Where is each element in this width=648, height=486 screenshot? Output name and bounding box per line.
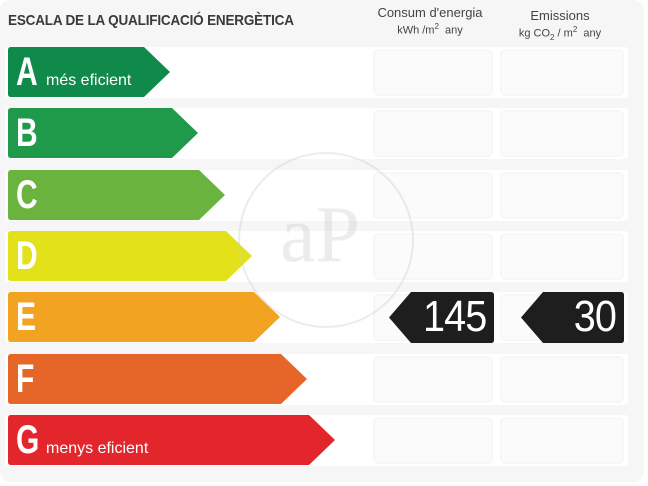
class-letter: D [16, 234, 38, 278]
class-letter: A [16, 50, 38, 94]
consum-rating-tag: 145 [389, 292, 494, 343]
class-arrow-d: D [8, 231, 252, 281]
scale-title: ESCALA DE LA QUALIFICACIÓ ENERGÈTICA [8, 12, 294, 29]
emissions-rating-tag: 30 [521, 292, 624, 343]
consum-unit: kWh /m2 any [397, 22, 463, 37]
class-arrow-e: E [8, 292, 280, 342]
emissions-cell [500, 110, 624, 157]
emissions-label: Emissions [530, 8, 590, 23]
class-arrow-f: F [8, 354, 307, 404]
consum-cell [373, 49, 493, 96]
consum-rating-tag-value: 145 [422, 292, 487, 341]
class-letter: E [16, 295, 37, 339]
consum-cell [373, 356, 493, 403]
consum-column-header: Consum d'energia kWh /m2 any [370, 5, 490, 38]
consum-cell [373, 110, 493, 157]
class-arrow-b: B [8, 108, 198, 158]
emissions-column-header: Emissions kg CO2 / m2 any [500, 8, 620, 45]
emissions-cell [500, 356, 624, 403]
class-label: més eficient [46, 72, 132, 89]
emissions-cell [500, 172, 624, 219]
class-arrow-c: C [8, 170, 225, 220]
watermark-logo: aP [238, 152, 414, 328]
emissions-cell [500, 233, 624, 280]
consum-label: Consum d'energia [377, 5, 483, 20]
class-letter: F [16, 357, 35, 401]
class-label: menys eficient [46, 440, 149, 457]
consum-cell [373, 417, 493, 464]
class-letter: C [16, 173, 38, 217]
emissions-unit: kg CO2 / m2 any [518, 25, 602, 42]
emissions-cell [500, 49, 624, 96]
class-letter: G [16, 418, 40, 462]
emissions-cell [500, 417, 624, 464]
class-letter: B [16, 111, 38, 155]
emissions-rating-tag-value: 30 [573, 292, 617, 341]
